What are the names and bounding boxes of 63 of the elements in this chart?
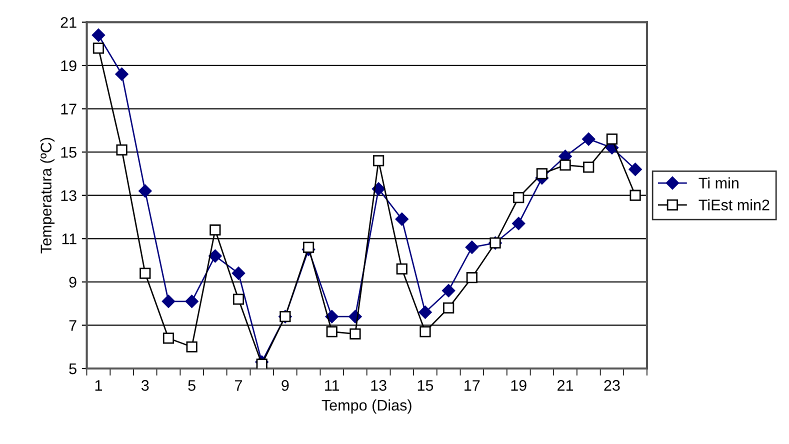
x-tick-label: 17	[464, 380, 480, 391]
point	[326, 326, 338, 338]
x-tick-label: 13	[371, 380, 386, 391]
point	[210, 224, 221, 236]
x-axis-title: Tempo (Dias)	[322, 399, 412, 414]
point	[583, 162, 594, 173]
x-tick-label: 5	[188, 380, 196, 391]
point	[115, 68, 128, 81]
y-tick-label: 17	[61, 104, 76, 114]
point	[372, 182, 386, 196]
x-tick-label: 7	[235, 380, 242, 391]
point	[630, 190, 641, 201]
point	[512, 216, 526, 230]
point	[466, 272, 478, 284]
point	[443, 302, 454, 314]
point	[162, 294, 176, 308]
point	[560, 160, 571, 171]
y-tick-label: 11	[62, 234, 76, 244]
point	[395, 212, 408, 226]
point	[628, 162, 642, 176]
y-tick-label: 21	[60, 17, 76, 28]
point	[606, 134, 618, 145]
point	[232, 294, 244, 305]
x-tick-label: 11	[325, 380, 340, 391]
point	[325, 310, 338, 324]
point	[208, 249, 222, 263]
point	[536, 168, 548, 180]
legend-label: Ti min	[698, 177, 738, 188]
point	[92, 42, 104, 54]
x-tick-label: 21	[558, 380, 574, 391]
x-tick-label: 9	[282, 380, 289, 391]
point	[418, 306, 432, 319]
point	[162, 332, 174, 344]
y-tick-label: 7	[69, 320, 76, 331]
point	[138, 184, 152, 198]
point	[186, 341, 198, 352]
x-tick-label: 1	[95, 380, 102, 391]
y-tick-label: 5	[69, 364, 76, 374]
x-tick-label: 3	[141, 380, 149, 391]
point	[185, 294, 198, 308]
point	[92, 28, 106, 42]
legend-label: TiEst min2	[698, 199, 770, 210]
point	[420, 326, 431, 338]
point	[116, 144, 128, 156]
x-tick-label: 23	[604, 380, 620, 391]
y-tick-label: 9	[69, 276, 76, 288]
point	[513, 192, 524, 204]
x-tick-label: 19	[511, 380, 526, 391]
point	[232, 266, 246, 280]
y-tick-label: 13	[61, 190, 76, 202]
point	[373, 155, 384, 166]
point	[465, 240, 479, 254]
point	[582, 132, 596, 146]
point	[442, 284, 456, 298]
y-axis-title: Temperatura (ºC)	[40, 138, 55, 254]
point	[350, 328, 361, 340]
point	[256, 358, 268, 369]
point	[396, 263, 408, 275]
x-tick-label: 15	[418, 380, 434, 391]
point	[140, 268, 151, 279]
y-tick-label: 19	[61, 60, 76, 72]
y-tick-label: 15	[61, 147, 76, 158]
point	[302, 242, 314, 253]
